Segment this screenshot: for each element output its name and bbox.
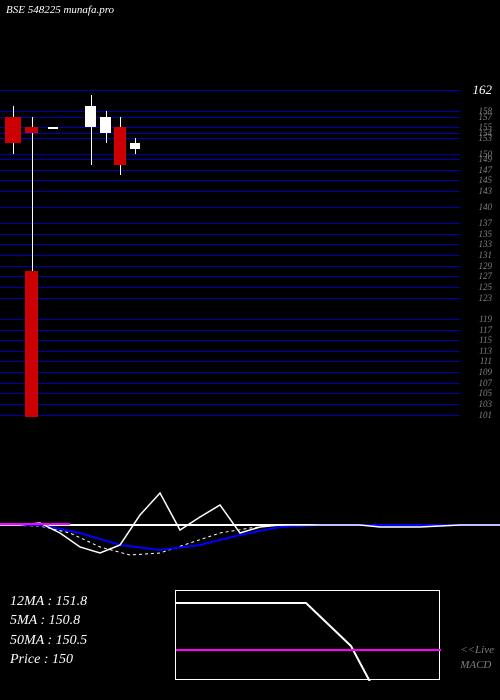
price-label: 133 (479, 239, 493, 249)
price-label: 143 (479, 186, 493, 196)
price-label: 101 (479, 410, 493, 420)
gridline (0, 127, 460, 128)
gridline (0, 90, 460, 91)
price-label: 162 (473, 82, 493, 98)
price-label: 111 (480, 356, 492, 366)
price-label: 125 (479, 282, 493, 292)
gridline (0, 133, 460, 134)
ma5-value: 150.8 (49, 613, 81, 628)
ma12-label: 12MA : (10, 594, 56, 609)
price-label: 127 (479, 271, 493, 281)
price-label: 157 (479, 112, 493, 122)
gridline (0, 138, 460, 139)
candlestick-chart: 1621581571551541531501491471451431401371… (0, 90, 500, 420)
ma50-label: 50MA : (10, 633, 56, 648)
gridline (0, 266, 460, 267)
stats-panel: 12MA : 151.8 5MA : 150.8 50MA : 150.5 Pr… (10, 592, 87, 670)
gridline (0, 393, 460, 394)
chart-title: BSE 548225 munafa.pro (6, 4, 114, 16)
gridline (0, 180, 460, 181)
gridline (0, 361, 460, 362)
price-label: 145 (479, 175, 493, 185)
candle-body (114, 127, 126, 164)
zoom-panel (175, 590, 440, 680)
gridline (0, 415, 460, 416)
price-label: 109 (479, 367, 493, 377)
ma50-row: 50MA : 150.5 (10, 631, 87, 651)
gridline (0, 276, 460, 277)
candle-body (25, 271, 38, 417)
gridline (0, 287, 460, 288)
gridline (0, 223, 460, 224)
gridline (0, 207, 460, 208)
price-label: 135 (479, 229, 493, 239)
price-value: 150 (52, 652, 73, 667)
candle-body (48, 127, 58, 129)
gridline (0, 117, 460, 118)
chart-container: BSE 548225 munafa.pro 162158157155154153… (0, 0, 500, 700)
live-macd-label: <<Live MACD (460, 643, 494, 672)
gridline (0, 404, 460, 405)
candle-body (25, 127, 38, 132)
live-text: <<Live (460, 643, 494, 657)
price-label: Price : (10, 652, 52, 667)
candle-body (130, 143, 140, 148)
price-label: 113 (479, 346, 492, 356)
gridline (0, 372, 460, 373)
price-row: Price : 150 (10, 650, 87, 670)
gridline (0, 351, 460, 352)
ma5-label: 5MA : (10, 613, 49, 628)
gridline (0, 159, 460, 160)
gridline (0, 298, 460, 299)
price-label: 115 (479, 335, 492, 345)
gridline (0, 111, 460, 112)
ma50-value: 150.5 (56, 633, 88, 648)
gridline (0, 154, 460, 155)
macd-indicator (0, 475, 500, 585)
zoom-pink-line (176, 649, 441, 651)
gridline (0, 244, 460, 245)
price-label: 119 (479, 314, 492, 324)
price-label: 137 (479, 218, 493, 228)
ma5-row: 5MA : 150.8 (10, 611, 87, 631)
price-label: 117 (479, 325, 492, 335)
gridline (0, 330, 460, 331)
candle-body (100, 117, 111, 133)
price-label: 153 (479, 133, 493, 143)
price-label: 149 (479, 154, 493, 164)
gridline (0, 170, 460, 171)
gridline (0, 191, 460, 192)
ma12-value: 151.8 (56, 594, 88, 609)
price-label: 107 (479, 378, 493, 388)
candle-body (5, 117, 21, 144)
price-label: 103 (479, 399, 493, 409)
price-label: 105 (479, 388, 493, 398)
gridline (0, 234, 460, 235)
price-label: 147 (479, 165, 493, 175)
price-label: 140 (479, 202, 493, 212)
price-label: 123 (479, 293, 493, 303)
gridline (0, 319, 460, 320)
ma12-row: 12MA : 151.8 (10, 592, 87, 612)
macd-text: MACD (460, 658, 494, 672)
gridline (0, 340, 460, 341)
price-label: 129 (479, 261, 493, 271)
candle-body (85, 106, 96, 127)
price-label: 131 (479, 250, 493, 260)
gridline (0, 383, 460, 384)
gridline (0, 255, 460, 256)
pink-marker-line (0, 523, 70, 525)
